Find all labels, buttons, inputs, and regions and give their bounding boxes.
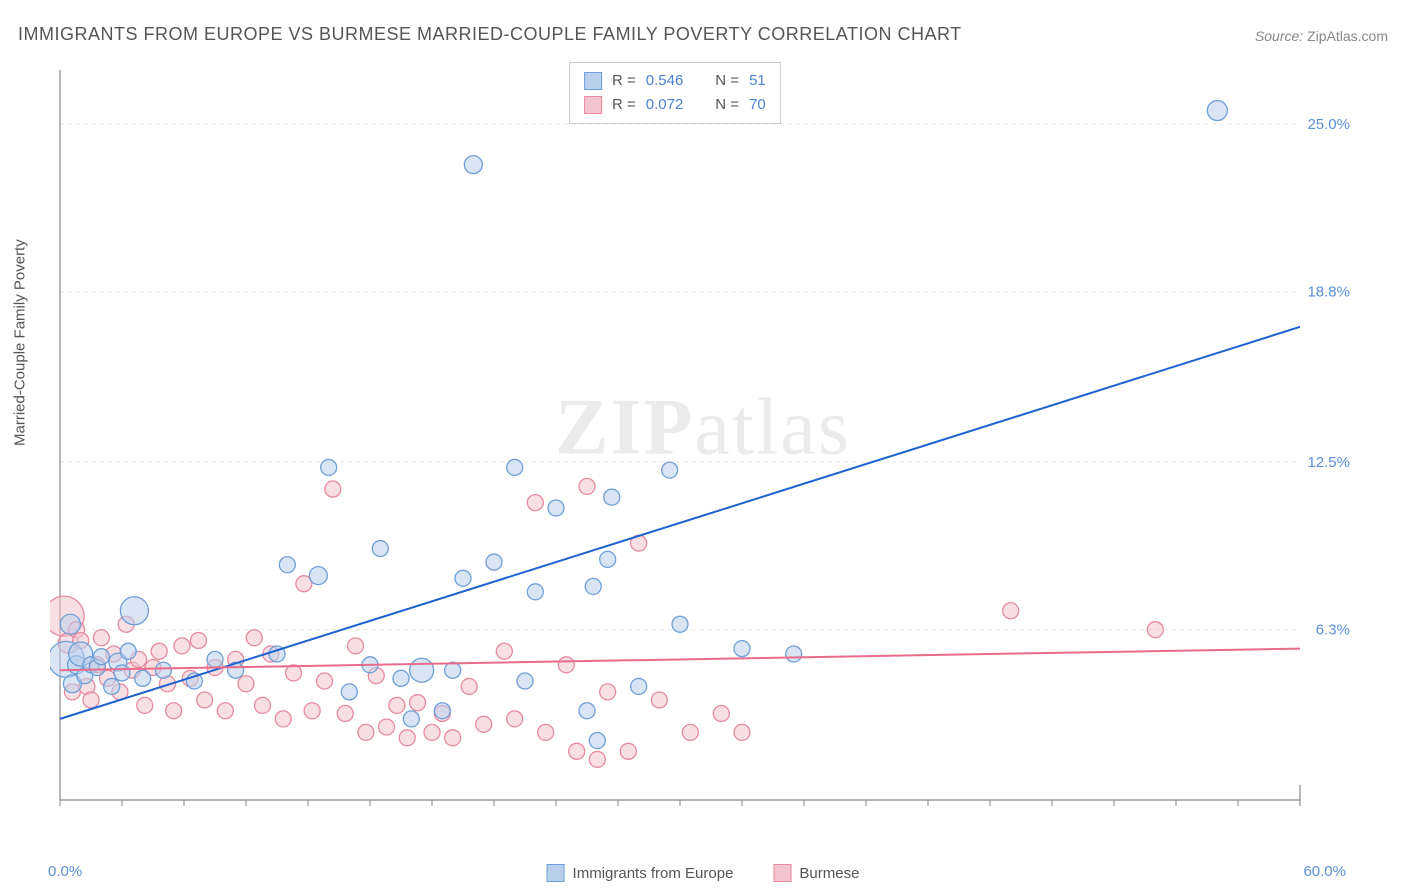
n-label-1: N = <box>715 93 739 117</box>
y-axis-label: Married-Couple Family Poverty <box>12 239 29 446</box>
n-label-0: N = <box>715 69 739 93</box>
n-value-0: 51 <box>749 69 766 93</box>
series-name-0: Immigrants from Europe <box>573 865 734 882</box>
chart-svg: 6.3% 12.5% 18.8% 25.0% <box>50 60 1350 830</box>
swatch-europe-bottom <box>547 864 565 882</box>
swatch-burmese <box>584 96 602 114</box>
series-legend: Immigrants from Europe Burmese <box>547 864 860 882</box>
x-max-label: 60.0% <box>1303 863 1346 880</box>
legend-row-europe: R = 0.546 N = 51 <box>584 69 766 93</box>
series-name-1: Burmese <box>799 865 859 882</box>
n-value-1: 70 <box>749 93 766 117</box>
svg-text:25.0%: 25.0% <box>1307 116 1350 133</box>
swatch-europe <box>584 72 602 90</box>
source-label: Source: <box>1255 28 1303 44</box>
legend-item-europe: Immigrants from Europe <box>547 864 734 882</box>
svg-text:6.3%: 6.3% <box>1316 622 1350 639</box>
chart-title: IMMIGRANTS FROM EUROPE VS BURMESE MARRIE… <box>18 24 962 45</box>
source-value: ZipAtlas.com <box>1307 28 1388 44</box>
r-label-1: R = <box>612 93 636 117</box>
svg-text:18.8%: 18.8% <box>1307 284 1350 301</box>
swatch-burmese-bottom <box>773 864 791 882</box>
correlation-legend: R = 0.546 N = 51 R = 0.072 N = 70 <box>569 62 781 124</box>
x-min-label: 0.0% <box>48 863 82 880</box>
legend-item-burmese: Burmese <box>773 864 859 882</box>
r-label-0: R = <box>612 69 636 93</box>
legend-row-burmese: R = 0.072 N = 70 <box>584 93 766 117</box>
scatter-plot: 6.3% 12.5% 18.8% 25.0% <box>50 60 1350 830</box>
r-value-0: 0.546 <box>646 69 684 93</box>
r-value-1: 0.072 <box>646 93 684 117</box>
svg-text:12.5%: 12.5% <box>1307 454 1350 471</box>
source-attribution: Source: ZipAtlas.com <box>1255 28 1388 44</box>
